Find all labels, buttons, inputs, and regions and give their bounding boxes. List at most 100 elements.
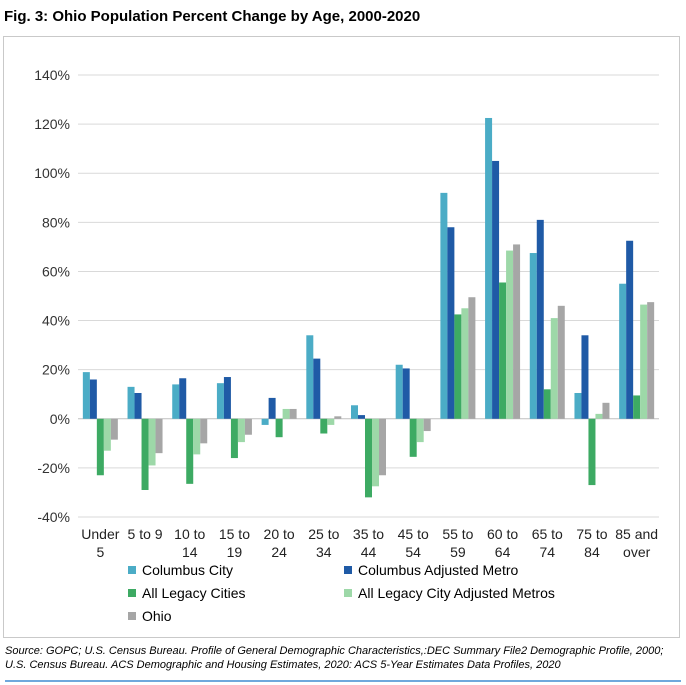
bar <box>588 418 596 486</box>
y-tick-label: 100% <box>34 165 70 181</box>
bar <box>402 368 410 419</box>
bar <box>557 305 565 419</box>
bar <box>550 318 558 419</box>
bar <box>306 335 314 419</box>
x-tick-label: 60 to <box>487 526 518 542</box>
bar <box>351 405 358 419</box>
bar <box>409 418 417 457</box>
legend-item: All Legacy Cities <box>128 585 246 601</box>
bar <box>468 297 476 419</box>
bar <box>372 418 379 487</box>
bar <box>230 418 238 459</box>
bottom-divider <box>5 680 681 682</box>
bar <box>506 250 514 419</box>
x-axis-ticks: Under 5 5 to 9 10 to 14 15 to 19 20 to 24 25 to 34… <box>81 526 658 560</box>
legend-item: Ohio <box>128 608 172 624</box>
bar <box>110 418 118 440</box>
bar <box>200 418 208 444</box>
bar <box>96 418 104 476</box>
bar <box>647 302 655 419</box>
y-tick-label: 40% <box>42 313 70 329</box>
bar <box>244 418 252 435</box>
x-tick-label: 14 <box>182 544 198 560</box>
bar <box>640 304 648 419</box>
x-tick-label: 65 to <box>532 526 563 542</box>
bar <box>282 408 290 419</box>
legend-item: Columbus City <box>128 562 233 578</box>
bar <box>320 418 328 434</box>
bar <box>485 117 493 419</box>
x-tick-label: 84 <box>584 544 600 560</box>
bar <box>358 415 365 419</box>
bar <box>574 392 582 419</box>
bar <box>461 308 469 419</box>
bar <box>172 384 180 419</box>
bar <box>216 383 224 419</box>
x-tick-label: 15 to <box>219 526 250 542</box>
legend-label: All Legacy Cities <box>142 585 246 601</box>
bar <box>447 227 455 419</box>
legend-item: Columbus Adjusted Metro <box>344 562 518 578</box>
legend-item: All Legacy City Adjusted Metros <box>344 585 555 601</box>
legend-label: Columbus Adjusted Metro <box>358 562 519 578</box>
bar <box>365 418 372 498</box>
bar <box>82 372 90 419</box>
bar <box>416 418 424 443</box>
legend-swatch <box>344 589 352 597</box>
y-axis-ticks: -40% -20% 0% 20% 40% 60% 80% 100% 120% 140% <box>34 67 70 525</box>
source-note: Source: GOPC; U.S. Census Bureau. Profil… <box>5 645 664 671</box>
bar <box>379 418 386 476</box>
bar <box>626 240 634 419</box>
bar <box>327 418 335 425</box>
bar <box>186 418 194 484</box>
bar <box>289 408 297 419</box>
bar <box>268 397 276 419</box>
x-tick-label: 74 <box>539 544 555 560</box>
bar <box>89 379 97 419</box>
legend-swatch <box>128 566 136 574</box>
bar <box>141 418 149 490</box>
bar <box>595 413 603 419</box>
x-tick-label: 34 <box>316 544 332 560</box>
bar-chart: -40% -20% 0% 20% 40% 60% 80% 100% 120% 140% Under… <box>34 67 659 560</box>
legend-swatch <box>128 589 136 597</box>
x-tick-label: 59 <box>450 544 466 560</box>
y-tick-label: 120% <box>34 116 70 132</box>
x-tick-label: 75 to <box>576 526 607 542</box>
y-tick-label: -40% <box>37 509 70 525</box>
bar <box>148 418 156 466</box>
y-tick-label: 0% <box>50 411 70 427</box>
bar <box>275 418 283 438</box>
bar <box>395 364 403 419</box>
x-tick-label: 19 <box>227 544 243 560</box>
y-tick-label: 140% <box>34 67 70 83</box>
y-tick-label: 60% <box>42 263 70 279</box>
bar <box>633 395 641 419</box>
bar <box>543 389 551 419</box>
x-tick-label: Under <box>81 526 119 542</box>
x-tick-label: 25 to <box>308 526 339 542</box>
bar <box>313 358 321 419</box>
x-tick-label: 64 <box>495 544 511 560</box>
bar <box>619 283 627 419</box>
x-tick-label: 5 to 9 <box>128 526 163 542</box>
bar <box>529 253 537 419</box>
bar <box>127 386 135 419</box>
bars <box>82 117 655 498</box>
bar <box>602 402 610 419</box>
x-tick-label: 54 <box>405 544 421 560</box>
chart-frame: -40% -20% 0% 20% 40% 60% 80% 100% 120% 140% Under… <box>3 36 680 638</box>
legend-label: All Legacy City Adjusted Metros <box>358 585 555 601</box>
x-tick-label: 35 to <box>353 526 384 542</box>
x-tick-label: 44 <box>361 544 377 560</box>
bar <box>423 418 431 432</box>
bar <box>513 244 521 419</box>
bar <box>536 219 544 419</box>
legend-label: Ohio <box>142 608 172 624</box>
bar <box>155 418 163 454</box>
x-tick-label: 55 to <box>442 526 473 542</box>
legend-label: Columbus City <box>142 562 234 578</box>
x-tick-label: 20 to <box>264 526 295 542</box>
bar <box>334 416 342 419</box>
bar <box>134 392 142 419</box>
